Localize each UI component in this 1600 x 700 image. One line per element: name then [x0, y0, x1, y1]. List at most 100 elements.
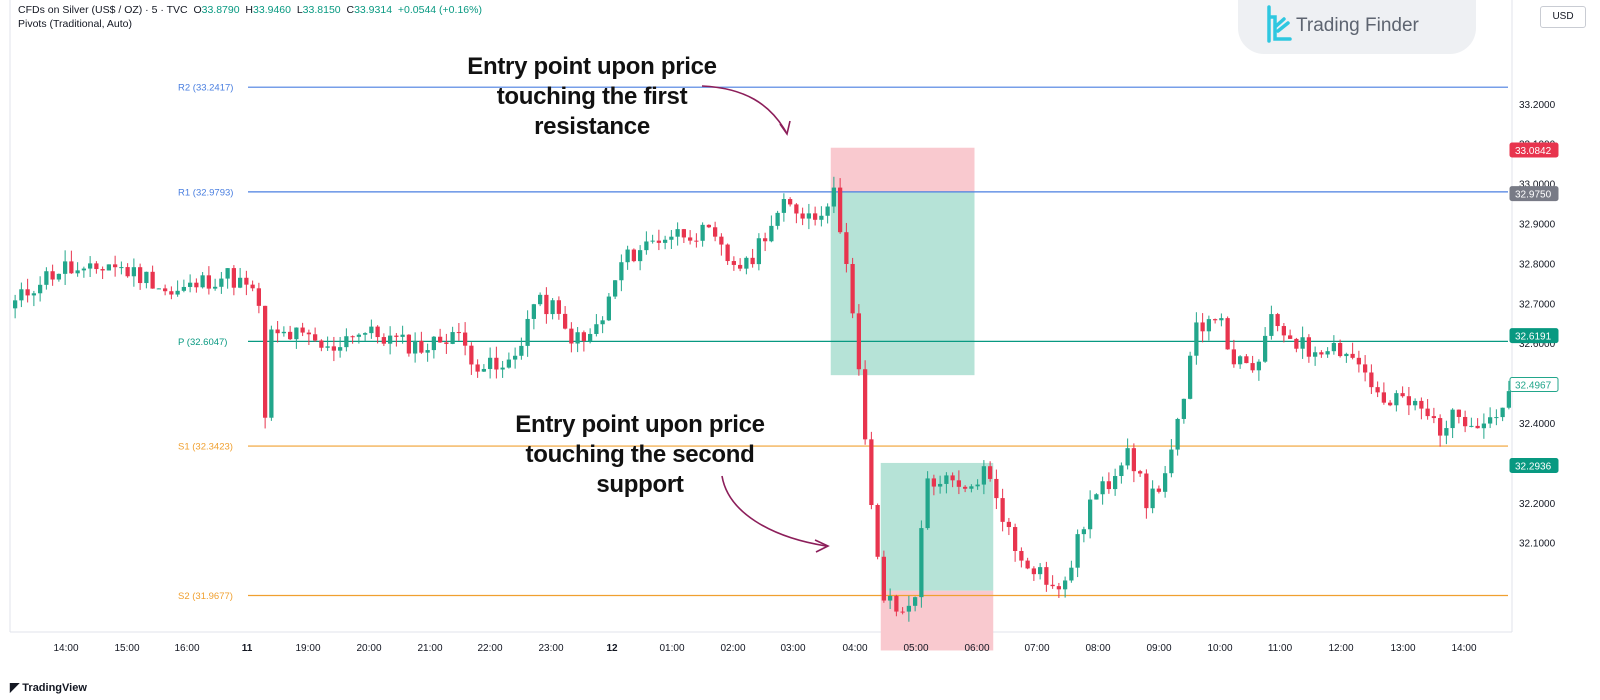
candle-body — [1088, 499, 1093, 530]
candle-body — [956, 480, 961, 487]
candle-body — [656, 240, 661, 243]
candle-body — [1356, 357, 1361, 365]
x-tick-label: 11 — [242, 643, 253, 654]
candle-body — [1225, 318, 1230, 350]
candle-body — [363, 333, 368, 335]
candle-body — [1056, 586, 1061, 590]
candle-body — [1400, 393, 1405, 397]
candle-body — [994, 478, 999, 499]
x-tick-label: 01:00 — [659, 643, 684, 654]
candle-body — [350, 336, 355, 338]
y-tick-label: 33.2000 — [1519, 100, 1556, 111]
close-label: C — [346, 4, 355, 16]
annotation-line: resistance — [534, 113, 650, 140]
candle-body — [1138, 471, 1143, 474]
candle-body — [388, 335, 393, 344]
candle-body — [950, 475, 955, 481]
candle-body — [113, 264, 118, 268]
candle-body — [456, 332, 461, 334]
candle-body — [1063, 580, 1068, 590]
candle-body — [1013, 527, 1018, 551]
candle-body — [19, 289, 24, 301]
currency-button[interactable]: USD — [1540, 6, 1586, 28]
x-tick-label: 07:00 — [1024, 643, 1049, 654]
candle-body — [581, 332, 586, 342]
candle-body — [406, 334, 411, 354]
candle-body — [831, 187, 836, 207]
candle-body — [144, 271, 149, 284]
candle-body — [238, 277, 243, 288]
low-value: 33.8150 — [302, 4, 341, 16]
brand-name: Trading Finder — [1296, 15, 1419, 36]
candle-body — [931, 478, 936, 487]
candle-body — [1269, 314, 1274, 336]
candle-body — [763, 238, 768, 242]
candle-body — [138, 267, 143, 284]
candle-body — [1288, 335, 1293, 339]
pivot-label-p: P (32.6047) — [178, 337, 227, 348]
price-tag — [1509, 328, 1559, 344]
candle-body — [1506, 391, 1511, 408]
candle-body — [1219, 318, 1224, 321]
candle-body — [613, 280, 618, 297]
candle-body — [1369, 372, 1374, 388]
candle-body — [275, 329, 280, 334]
candle-body — [469, 345, 474, 365]
candle-body — [906, 605, 911, 612]
candle-body — [63, 261, 68, 274]
candle-body — [131, 267, 136, 277]
candle-body — [175, 290, 180, 295]
candle-body — [1344, 353, 1349, 357]
candle-body — [675, 229, 680, 237]
pivot-label-r2: R2 (33.2417) — [178, 83, 233, 94]
candle-body — [319, 340, 324, 348]
candle-body — [431, 336, 436, 351]
candle-body — [644, 241, 649, 251]
candle-body — [1444, 428, 1449, 436]
change-value: +0.0544 (+0.16%) — [397, 4, 482, 16]
candle-body — [1094, 494, 1099, 500]
candle-body — [313, 334, 318, 341]
price-tag — [1509, 142, 1559, 158]
indicator-label[interactable]: Pivots (Traditional, Auto) — [18, 18, 132, 30]
candle-body — [600, 320, 605, 325]
candle-body — [1175, 418, 1180, 450]
candle-body — [575, 332, 580, 344]
candle-body — [888, 595, 893, 601]
candle-body — [700, 224, 705, 241]
candle-body — [631, 249, 636, 262]
price-tag — [1509, 376, 1559, 392]
candle-body — [975, 484, 980, 487]
candle-body — [306, 332, 311, 335]
candle-body — [488, 357, 493, 369]
candle-body — [125, 267, 130, 277]
candle-body — [1350, 353, 1355, 358]
candle-body — [1194, 322, 1199, 356]
candle-body — [1069, 567, 1074, 581]
candle-body — [813, 213, 818, 220]
candle-body — [244, 277, 249, 285]
candle-body — [1038, 567, 1043, 575]
annotation-arrow-bottom — [721, 475, 827, 547]
candle-body — [1500, 407, 1505, 418]
x-tick-label: 03:00 — [780, 643, 805, 654]
candle-body — [1119, 465, 1124, 477]
candle-body — [1019, 550, 1024, 561]
candle-body — [969, 486, 974, 489]
candle-body — [156, 288, 161, 290]
candle-body — [1275, 314, 1280, 327]
candle-body — [981, 466, 986, 485]
tradingview-logo[interactable]: ◤ TradingView — [10, 680, 87, 694]
candle-body — [1494, 417, 1499, 419]
price-tag-label: 32.6191 — [1515, 332, 1552, 343]
candle-body — [1469, 425, 1474, 427]
annotation-line: Entry point upon price — [467, 53, 717, 80]
candle-body — [88, 263, 93, 269]
brand-watermark: Trading Finder — [1238, 0, 1476, 54]
candle-body — [731, 261, 736, 265]
candle-body — [381, 337, 386, 344]
candle-body — [713, 227, 718, 237]
symbol-name[interactable]: CFDs on Silver (US$ / OZ) · 5 · TVC — [18, 4, 188, 16]
candle-body — [756, 238, 761, 265]
